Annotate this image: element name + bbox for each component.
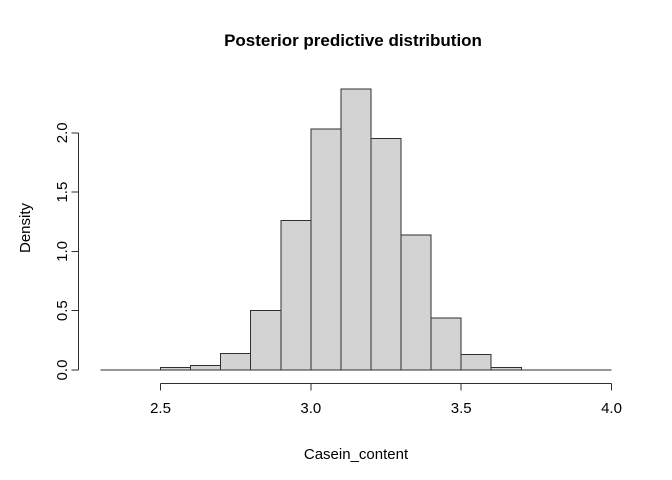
histogram-bar xyxy=(430,317,462,371)
histogram-bar xyxy=(220,352,252,371)
y-tick-label: 1.0 xyxy=(54,241,71,262)
histogram-bar xyxy=(490,367,522,371)
y-axis-label: Density xyxy=(17,202,34,253)
histogram-bar xyxy=(400,234,432,371)
histogram-bar xyxy=(460,354,492,371)
y-tick-label: 2.0 xyxy=(54,122,71,143)
bars-layer xyxy=(100,88,612,371)
histogram-bar xyxy=(190,364,222,371)
histogram-bar xyxy=(160,367,192,371)
tick-labels-layer: 2.5 3.0 3.5 4.0 0.0 0.5 1.0 1.5 2.0 xyxy=(54,122,622,417)
histogram-bar xyxy=(310,128,342,371)
histogram-bar xyxy=(280,220,312,371)
x-tick-label: 4.0 xyxy=(601,400,622,417)
y-tick-label: 0.0 xyxy=(54,360,71,381)
chart-title: Posterior predictive distribution xyxy=(224,31,482,50)
y-tick-label: 0.5 xyxy=(54,300,71,321)
histogram-bar xyxy=(250,310,282,371)
histogram-bar xyxy=(340,88,372,371)
x-tick-label: 3.0 xyxy=(300,400,321,417)
y-tick-label: 1.5 xyxy=(54,182,71,203)
x-tick-label: 2.5 xyxy=(150,400,171,417)
x-axis-label: Casein_content xyxy=(304,446,409,463)
x-tick-label: 3.5 xyxy=(451,400,472,417)
axes-layer xyxy=(71,132,612,391)
histogram-bar xyxy=(370,138,402,371)
